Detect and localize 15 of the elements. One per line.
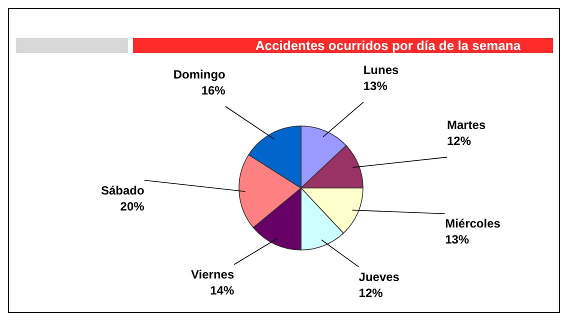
slice-label: Sábado xyxy=(100,183,144,198)
data-label: 16% xyxy=(201,83,226,98)
slice-label: Lunes xyxy=(363,63,400,78)
slice-label: Jueves xyxy=(358,270,400,284)
data-label: 12% xyxy=(446,134,472,148)
data-label: 20% xyxy=(120,199,145,214)
data-label: 14% xyxy=(210,283,234,298)
data-label: 13% xyxy=(363,79,388,94)
chart-title: Accidentes ocurridos por día de la semana xyxy=(255,38,522,53)
data-label: 12% xyxy=(358,286,384,300)
slice-label: Martes xyxy=(446,118,486,132)
slice-label: Viernes xyxy=(190,267,234,282)
slice-label: Domingo xyxy=(173,67,226,82)
data-label: 13% xyxy=(445,232,470,247)
slice-label: Miércoles xyxy=(445,216,501,231)
